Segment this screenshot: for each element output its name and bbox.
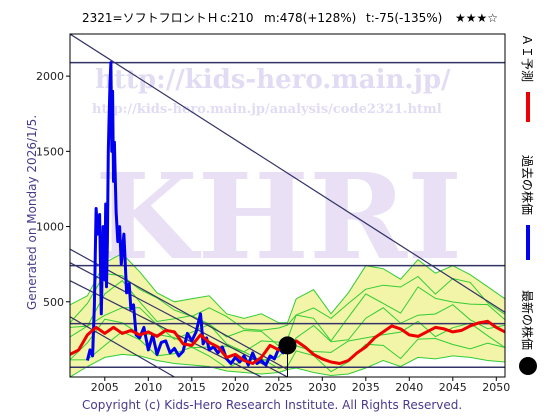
- past-price-line: [85, 61, 289, 367]
- forecast-band-fill: [70, 253, 505, 377]
- legend-latest-dot: [519, 357, 537, 375]
- copyright-footer: Copyright (c) Kids-Hero Research Institu…: [82, 398, 462, 412]
- forecast-band-line: [70, 273, 505, 331]
- legend: ＡＩ予測 過去の株価 最新の株価: [519, 34, 537, 375]
- latest-marker-layer: [278, 336, 297, 377]
- legend-past-label: 過去の株価: [520, 155, 535, 215]
- x-tick-label: 2045: [439, 381, 467, 394]
- current-price: c:210: [220, 11, 254, 25]
- plot-frame: [69, 33, 506, 378]
- x-tick-label: 2035: [352, 381, 380, 394]
- x-tick-label: 2025: [265, 381, 293, 394]
- trend-line: [70, 34, 505, 313]
- x-tick-label: 2015: [178, 381, 206, 394]
- plot-area: KHRI http://kids-hero.main.jp/ http://ki…: [36, 33, 510, 394]
- forecast-band-line: [70, 252, 505, 324]
- x-tick-label: 2050: [482, 381, 510, 394]
- watermark-url-main: http://kids-hero.main.jp/: [95, 65, 451, 95]
- header: 2321=ソフトフロントＨ c:210 m:478(+128%) t:-75(-…: [82, 11, 498, 25]
- generated-date-label: Generated on Monday 2026/1/5.: [25, 115, 39, 310]
- x-tick-label: 2010: [134, 381, 162, 394]
- latest-price-dot: [278, 336, 297, 355]
- legend-latest-label: 最新の株価: [520, 290, 535, 350]
- y-axis: 500 1000 1500 2000: [36, 70, 70, 309]
- rating-stars: ★★★☆: [455, 11, 498, 25]
- t-statistic: t:-75(-135%): [366, 11, 442, 25]
- y-tick-label: 2000: [36, 70, 64, 83]
- x-axis: 2005 2010 2015 2020 2025 2030 2035 2040 2045 2050: [91, 377, 510, 394]
- watermark-big: KHRI: [95, 147, 462, 286]
- trend-line: [70, 316, 175, 377]
- x-tick-label: 2030: [308, 381, 336, 394]
- x-tick-label: 2040: [395, 381, 423, 394]
- x-tick-label: 2005: [91, 381, 119, 394]
- legend-forecast-label: ＡＩ予測: [520, 34, 534, 82]
- y-tick-label: 1500: [36, 145, 64, 158]
- m-statistic: m:478(+128%): [264, 11, 356, 25]
- x-tick-label: 2020: [221, 381, 249, 394]
- y-tick-label: 1000: [36, 221, 64, 234]
- stock-code-name: 2321=ソフトフロントＨ: [82, 11, 219, 25]
- watermark-url-analysis: http://kids-hero.main.jp/analysis/code23…: [92, 102, 442, 117]
- y-tick-label: 500: [43, 296, 64, 309]
